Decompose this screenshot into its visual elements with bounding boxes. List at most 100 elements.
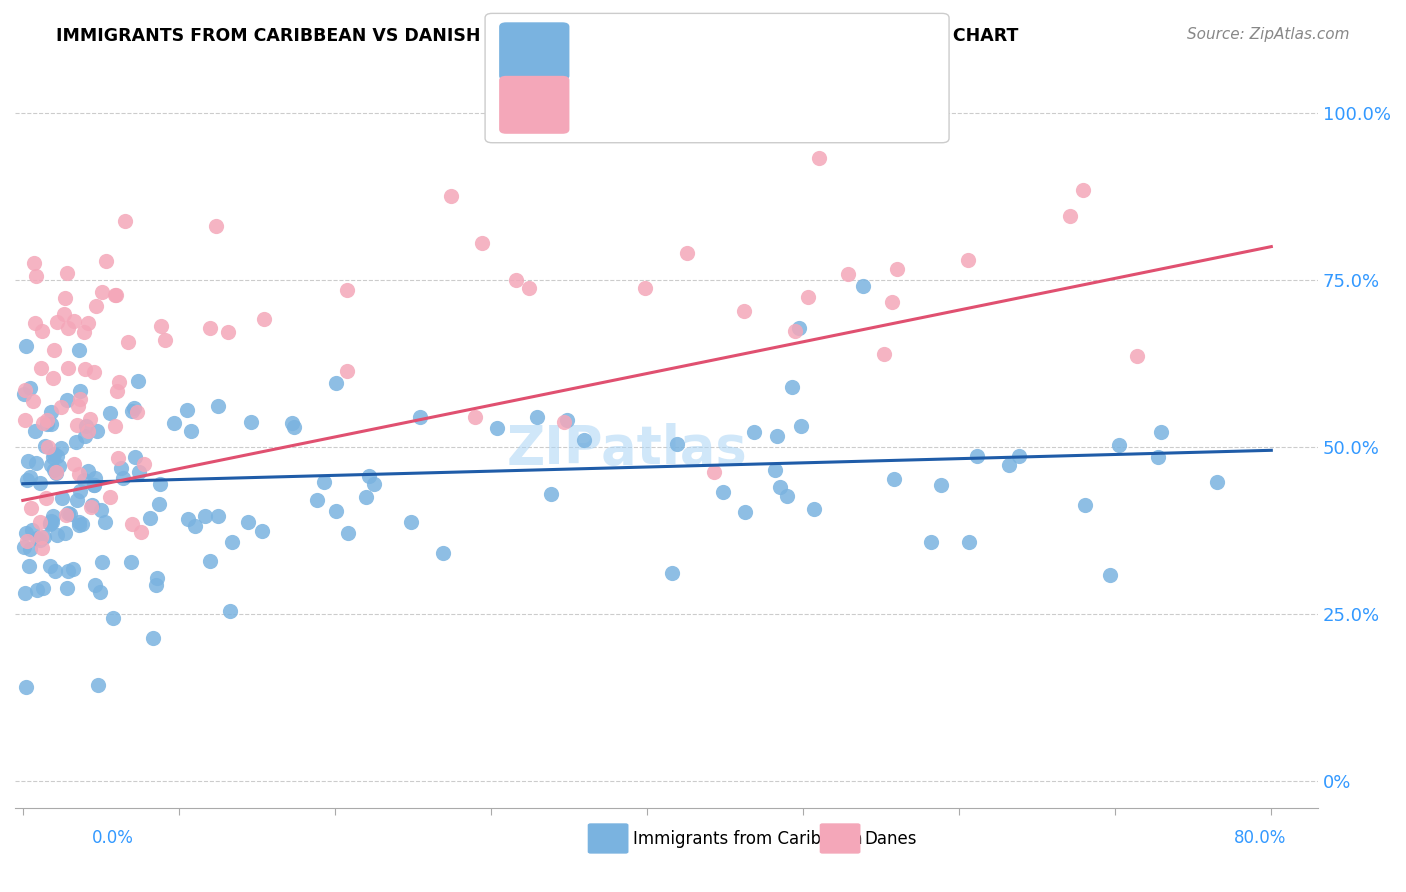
Point (782, 380, 804, 394)
Point (79, 411, 101, 425)
Point (517, 281, 540, 295)
Point (52, 307, 75, 321)
Point (1150, 425, 1173, 439)
Point (787, 321, 810, 335)
Point (94, 515, 117, 529)
Point (98, 490, 121, 504)
Point (56, 361, 79, 376)
Point (1074, 498, 1097, 512)
Point (108, 375, 131, 389)
Point (150, 318, 173, 333)
Point (221, 534, 243, 549)
Point (53, 525, 76, 540)
Point (111, 470, 134, 484)
Point (198, 554, 221, 568)
Text: IMMIGRANTS FROM CARIBBEAN VS DANISH MARRIED-COUPLE HOUSEHOLDS CORRELATION CHART: IMMIGRANTS FROM CARIBBEAN VS DANISH MARR… (56, 27, 1018, 45)
Point (661, 566, 683, 580)
Point (51, 491, 73, 506)
Point (41, 450, 63, 464)
Point (399, 515, 422, 529)
Point (104, 288, 127, 302)
Point (44, 463, 66, 477)
Point (920, 534, 942, 549)
Point (62, 314, 84, 328)
Point (325, 504, 347, 518)
Point (34, 439, 56, 453)
Point (336, 526, 359, 541)
Point (176, 403, 198, 417)
Point (125, 405, 148, 419)
Point (55, 393, 77, 408)
Point (82, 499, 104, 513)
Point (733, 304, 755, 318)
Point (69, 384, 91, 398)
Point (957, 534, 980, 549)
Point (90, 503, 112, 517)
Point (30, 533, 52, 547)
Point (797, 290, 820, 304)
Point (105, 384, 128, 398)
Point (94, 253, 117, 268)
Point (107, 450, 129, 465)
Point (31, 541, 53, 556)
Point (1008, 449, 1031, 463)
Point (42, 447, 65, 461)
Point (852, 278, 875, 293)
Point (121, 404, 143, 418)
Point (41, 515, 63, 529)
Point (526, 409, 548, 424)
Point (997, 458, 1019, 472)
Point (73, 429, 96, 443)
Text: Danes: Danes (865, 830, 917, 847)
Point (769, 480, 792, 494)
Point (51, 400, 73, 414)
Point (148, 497, 170, 511)
Point (124, 401, 146, 416)
Point (34, 530, 56, 544)
Point (56, 266, 79, 280)
Point (464, 409, 486, 424)
Point (59, 507, 82, 521)
Point (90, 555, 112, 569)
Point (45, 465, 67, 479)
Point (42, 509, 65, 524)
Text: R =: R = (576, 45, 616, 62)
Point (14, 586, 37, 600)
Point (18, 558, 41, 573)
Point (471, 235, 494, 250)
Point (120, 555, 142, 569)
Point (142, 631, 165, 645)
Point (67, 516, 90, 530)
Point (45, 467, 67, 481)
Point (76, 424, 98, 438)
Point (363, 477, 385, 491)
Point (217, 325, 239, 339)
Point (22, 256, 45, 270)
Point (236, 515, 259, 529)
Point (14, 525, 37, 540)
Point (205, 219, 228, 233)
Point (83, 477, 105, 491)
Point (505, 273, 527, 287)
Point (153, 334, 176, 348)
Point (240, 415, 263, 429)
Point (101, 610, 124, 624)
Point (67, 343, 90, 357)
Point (1146, 450, 1168, 465)
Point (91, 285, 114, 300)
Point (124, 450, 146, 464)
Point (194, 508, 217, 523)
Point (666, 436, 689, 450)
Point (131, 525, 153, 540)
Point (35, 417, 58, 431)
Point (75, 418, 97, 433)
Point (44, 343, 66, 357)
Point (134, 457, 156, 471)
Point (312, 475, 335, 490)
Point (183, 519, 205, 533)
Point (432, 546, 454, 560)
Point (65, 434, 87, 449)
Point (207, 399, 229, 413)
Point (553, 415, 575, 429)
Point (20, 381, 42, 395)
